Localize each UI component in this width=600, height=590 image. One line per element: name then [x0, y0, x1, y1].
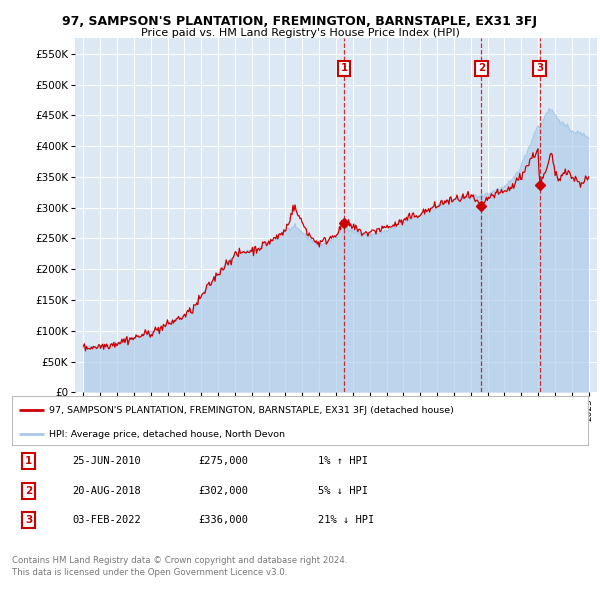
Text: 2: 2 — [25, 486, 32, 496]
Text: 2: 2 — [478, 64, 485, 73]
Text: 97, SAMPSON'S PLANTATION, FREMINGTON, BARNSTAPLE, EX31 3FJ: 97, SAMPSON'S PLANTATION, FREMINGTON, BA… — [62, 15, 538, 28]
Text: 3: 3 — [536, 64, 543, 73]
Text: 1% ↑ HPI: 1% ↑ HPI — [318, 457, 368, 466]
Text: HPI: Average price, detached house, North Devon: HPI: Average price, detached house, Nort… — [49, 430, 286, 439]
Text: 03-FEB-2022: 03-FEB-2022 — [72, 516, 141, 525]
Text: 1: 1 — [25, 457, 32, 466]
Text: 25-JUN-2010: 25-JUN-2010 — [72, 457, 141, 466]
Text: 97, SAMPSON'S PLANTATION, FREMINGTON, BARNSTAPLE, EX31 3FJ (detached house): 97, SAMPSON'S PLANTATION, FREMINGTON, BA… — [49, 405, 454, 415]
Text: £302,000: £302,000 — [198, 486, 248, 496]
Text: 5% ↓ HPI: 5% ↓ HPI — [318, 486, 368, 496]
Text: Price paid vs. HM Land Registry's House Price Index (HPI): Price paid vs. HM Land Registry's House … — [140, 28, 460, 38]
Text: 20-AUG-2018: 20-AUG-2018 — [72, 486, 141, 496]
Text: £336,000: £336,000 — [198, 516, 248, 525]
Text: 1: 1 — [340, 64, 348, 73]
Text: This data is licensed under the Open Government Licence v3.0.: This data is licensed under the Open Gov… — [12, 568, 287, 577]
Text: Contains HM Land Registry data © Crown copyright and database right 2024.: Contains HM Land Registry data © Crown c… — [12, 556, 347, 565]
Text: 21% ↓ HPI: 21% ↓ HPI — [318, 516, 374, 525]
Text: £275,000: £275,000 — [198, 457, 248, 466]
Text: 3: 3 — [25, 516, 32, 525]
